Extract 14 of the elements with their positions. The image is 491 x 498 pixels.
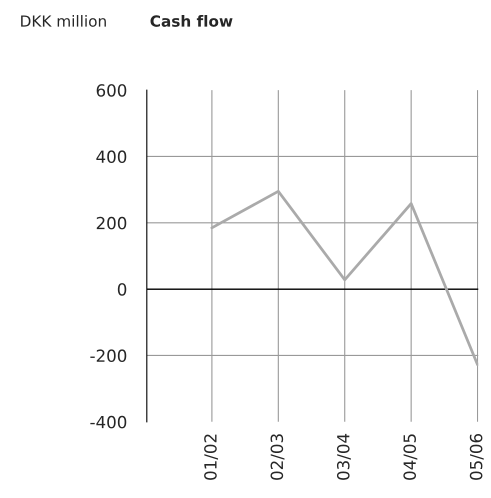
x-tick-label: 01/02 — [204, 434, 218, 480]
x-tick-label: 02/03 — [270, 434, 284, 480]
y-axis-title: DKK million — [21, 15, 106, 27]
y-tick-label: -200 — [90, 349, 126, 362]
x-tick-label: 05/06 — [470, 434, 484, 480]
chart-title: Cash flow — [150, 15, 233, 27]
x-tick-label: 03/04 — [336, 434, 351, 480]
y-tick-label: 0 — [118, 283, 126, 296]
y-tick-label: -400 — [90, 416, 126, 428]
y-tick-label: 600 — [96, 84, 126, 97]
y-tick-label: 200 — [96, 216, 126, 230]
x-tick-label: 04/05 — [403, 434, 418, 480]
y-tick-label: 400 — [96, 150, 126, 164]
line-series — [210, 190, 478, 366]
